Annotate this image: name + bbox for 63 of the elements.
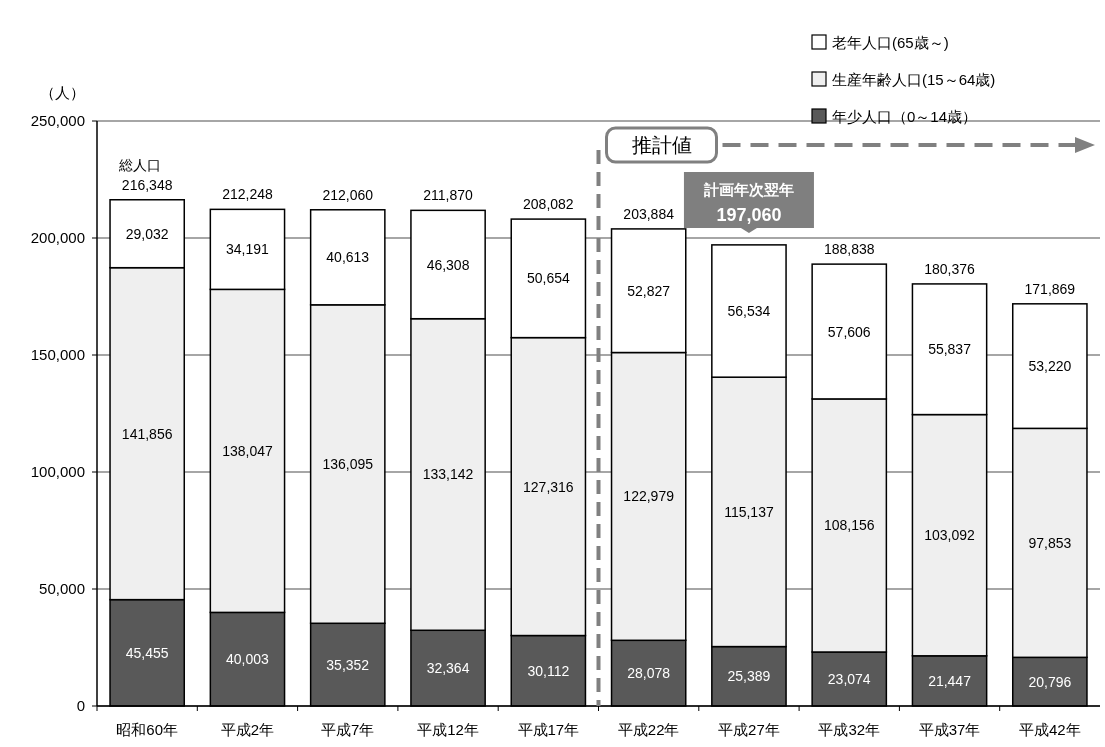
- annotation: 203,884: [623, 205, 675, 222]
- data-label: 115,137: [724, 503, 774, 520]
- data-label: 28,078: [627, 665, 671, 682]
- data-label: 136,095: [322, 456, 374, 473]
- data-label: 127,316: [523, 478, 574, 495]
- data-label: 103,092: [924, 527, 976, 544]
- data-label: 133,142: [422, 466, 474, 483]
- annotation: 総人口: [118, 156, 162, 173]
- data-label: 57,606: [827, 323, 871, 340]
- y-tick-label: 100,000: [30, 463, 85, 480]
- data-label: 29,032: [125, 225, 169, 242]
- x-tick-label: 平成27年: [718, 721, 780, 738]
- data-label: 35,352: [326, 656, 370, 673]
- y-tick-label: 50,000: [39, 580, 85, 597]
- data-label: 55,837: [928, 341, 972, 358]
- data-label: 40,003: [226, 651, 270, 668]
- legend-label: 生産年齢人口(15～64歳): [832, 71, 996, 88]
- data-label: 52,827: [627, 282, 671, 299]
- x-tick-label: 昭和60年: [116, 721, 178, 738]
- x-tick-label: 平成32年: [818, 721, 881, 738]
- x-tick-label: 平成2年: [220, 721, 275, 738]
- data-label: 122,979: [623, 488, 675, 505]
- annotation: 212,248: [222, 186, 273, 203]
- annotation: 212,060: [322, 186, 374, 203]
- data-label: 30,112: [527, 662, 570, 679]
- y-axis-title: （人）: [39, 84, 85, 101]
- x-tick-label: 平成7年: [321, 721, 375, 738]
- data-label: 34,191: [226, 241, 270, 258]
- annotation: 216,348: [121, 176, 173, 193]
- data-label: 53,220: [1028, 358, 1072, 375]
- data-label: 50,654: [526, 270, 570, 287]
- annotation: 180,376: [924, 260, 976, 277]
- data-label: 32,364: [426, 660, 470, 677]
- x-tick-label: 平成12年: [417, 721, 479, 738]
- annotation: 188,838: [823, 241, 875, 258]
- x-tick-label: 平成17年: [517, 721, 580, 738]
- data-label: 21,447: [928, 672, 972, 689]
- data-label: 56,534: [727, 303, 771, 320]
- annotation: 208,082: [523, 196, 574, 213]
- data-label: 108,156: [823, 517, 875, 534]
- data-label: 20,796: [1028, 673, 1072, 690]
- data-label: 23,074: [827, 671, 871, 687]
- x-tick-label: 平成22年: [617, 721, 680, 738]
- data-label: 138,047: [222, 442, 273, 459]
- annotation: 211,870: [423, 187, 474, 204]
- annotation: 計画年次翌年: [702, 181, 794, 198]
- data-label: 45,455: [125, 644, 169, 661]
- x-tick-label: 平成37年: [918, 721, 981, 738]
- data-label: 46,308: [426, 256, 470, 273]
- annotation: 推計値: [631, 134, 692, 156]
- y-tick-label: 250,000: [30, 112, 85, 129]
- y-tick-label: 0: [76, 697, 85, 714]
- x-tick-label: 平成42年: [1019, 721, 1081, 738]
- y-tick-label: 200,000: [30, 229, 85, 246]
- legend-label: 老年人口(65歳～): [832, 34, 949, 51]
- data-label: 40,613: [326, 249, 370, 266]
- y-tick-label: 150,000: [30, 346, 85, 363]
- legend-label: 年少人口（0～14歳）: [832, 108, 978, 125]
- annotation: 197,060: [716, 205, 782, 225]
- data-label: 25,389: [727, 668, 771, 685]
- data-label: 97,853: [1028, 534, 1072, 551]
- annotation: 171,869: [1024, 280, 1076, 297]
- data-label: 141,856: [121, 425, 173, 442]
